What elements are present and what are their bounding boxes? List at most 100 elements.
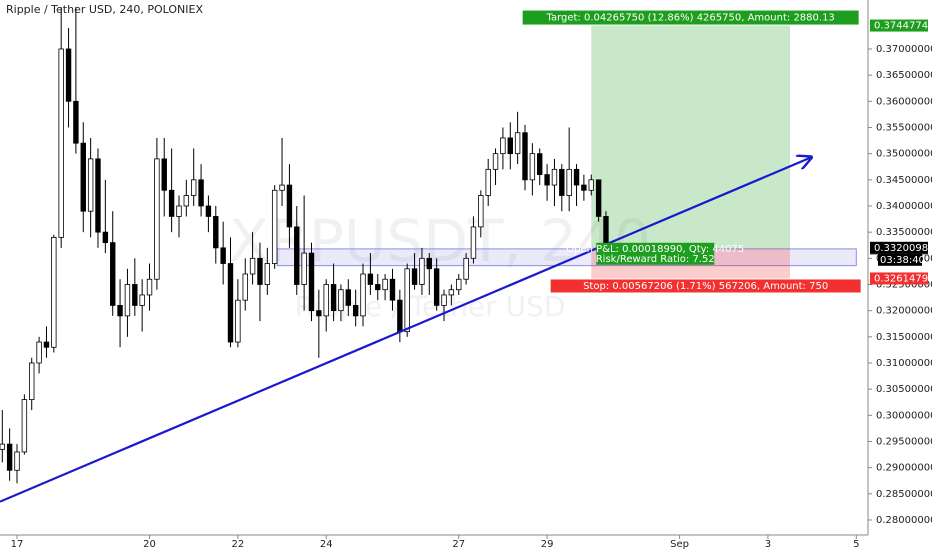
candle-body [87, 158, 94, 212]
candle-body [500, 137, 506, 155]
candle-body [279, 184, 285, 191]
chart-title: Ripple / Tether USD, 240, POLONIEX [6, 3, 203, 16]
y-tick-label: 0.34500000 [876, 175, 932, 186]
candle-body [161, 158, 167, 191]
candle-body [433, 268, 440, 306]
candle-body [507, 137, 513, 155]
candle-body [389, 278, 396, 301]
candle-body [235, 299, 241, 343]
stop-price-label-box [870, 272, 928, 285]
candle-body [581, 184, 587, 191]
candle-body [294, 226, 300, 285]
candle-body [29, 362, 35, 401]
candle-body [73, 100, 79, 144]
candle-body [117, 305, 123, 317]
candle-body [168, 189, 175, 217]
candle-body [110, 242, 116, 306]
y-tick-label: 0.29000000 [876, 463, 932, 474]
y-tick-label: 0.36000000 [876, 96, 932, 107]
candle-body [352, 305, 359, 317]
x-tick-label: 17 [11, 539, 24, 550]
target-label: Target: 0.04265750 (12.86%) 4265750, Amo… [545, 13, 834, 24]
candle-body [411, 268, 418, 285]
candle-body [242, 273, 248, 301]
candle-body [102, 231, 109, 244]
candle-body [470, 226, 477, 259]
candle-body [308, 252, 315, 312]
y-tick-label: 0.31000000 [876, 358, 932, 369]
candle-body [551, 168, 558, 186]
candle-body [21, 399, 28, 453]
countdown: 03:38:40 [880, 255, 925, 266]
stop-label: Stop: 0.00567206 (1.71%) 567206, Amount:… [583, 281, 828, 292]
candle-body [132, 284, 138, 306]
y-tick-label: 0.28000000 [876, 515, 932, 526]
y-tick-label: 0.35000000 [876, 149, 932, 160]
candle-body [220, 247, 226, 264]
x-tick-label: 3 [765, 539, 771, 550]
target-label-box [522, 10, 859, 25]
candle-body [514, 132, 521, 155]
x-tick-label: 22 [232, 539, 245, 550]
candle-body [345, 289, 352, 306]
candle-body [146, 278, 153, 296]
y-tick-label: 0.29500000 [876, 436, 932, 447]
candle-body [375, 284, 381, 291]
candle-body [0, 443, 5, 450]
candle-body [448, 289, 455, 296]
candle-body [80, 142, 86, 212]
countdown-box [878, 253, 922, 266]
candle-body [360, 273, 366, 317]
candle-body [95, 158, 101, 233]
candle-body [529, 153, 536, 181]
candle-body [58, 48, 64, 238]
y-tick-label: 0.28500000 [876, 489, 932, 500]
x-tick-label: 29 [541, 539, 554, 550]
y-tick-label: 0.31500000 [876, 332, 932, 343]
candle-body [559, 168, 565, 196]
candle-body [65, 48, 72, 102]
y-tick-label: 0.32000000 [876, 306, 932, 317]
candle-body [205, 205, 212, 217]
candle-body [6, 443, 13, 471]
target-price-label-box [870, 19, 928, 32]
ratio-label: Risk/Reward Ratio: 7.52 [596, 254, 715, 265]
candle-body [456, 278, 462, 291]
candle-body [190, 179, 197, 196]
candle-body [537, 153, 543, 175]
trend-line [0, 158, 810, 503]
candle-body [183, 195, 190, 207]
candle-body [14, 451, 20, 471]
candle-body [338, 289, 344, 312]
target-price-label: 0.37447749 [874, 21, 932, 32]
candle-body [463, 257, 469, 280]
candle-body [588, 179, 594, 191]
x-tick-label: Sep [670, 539, 689, 550]
plot [0, 7, 857, 503]
candle-body [124, 284, 131, 317]
x-tick-label: 24 [320, 539, 333, 550]
candle-body [544, 174, 550, 186]
x-tick-label: 5 [853, 539, 859, 550]
candle-body [301, 252, 307, 285]
candle-body [249, 257, 256, 275]
candle-body [330, 284, 337, 312]
candle-body [522, 132, 528, 181]
candle-body [264, 263, 271, 285]
y-tick-label: 0.32500000 [876, 279, 932, 290]
profit-zone [591, 25, 791, 249]
stop-label-box [550, 279, 861, 293]
candle-body [198, 179, 204, 207]
y-tick-label: 0.35500000 [876, 122, 932, 133]
candle-body [382, 278, 388, 291]
candle-body [323, 284, 329, 317]
candle-body [419, 257, 425, 285]
y-tick-label: 0.30500000 [876, 384, 932, 395]
candle-body [573, 168, 580, 186]
candle-body [426, 257, 432, 270]
candle-body [176, 205, 182, 217]
candle-body [441, 294, 447, 306]
pnl-label: Open P&L: 0.00018990, Qty: 44075 [566, 244, 744, 255]
y-tick-label: 0.30000000 [876, 410, 932, 421]
